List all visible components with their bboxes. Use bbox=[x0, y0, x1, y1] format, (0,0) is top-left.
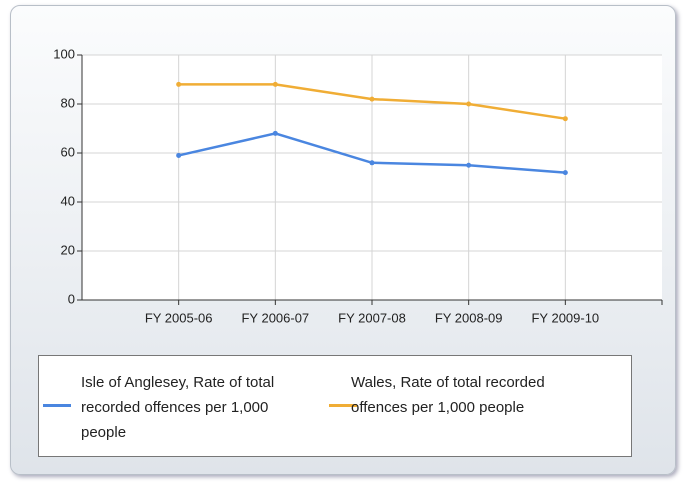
data-point bbox=[562, 170, 568, 176]
y-tick-label: 80 bbox=[61, 95, 75, 110]
x-tick-label: FY 2009-10 bbox=[531, 310, 599, 325]
data-point bbox=[369, 160, 375, 166]
x-tick-label: FY 2006-07 bbox=[241, 310, 309, 325]
legend-label: Isle of Anglesey, Rate of total recorded… bbox=[81, 374, 275, 441]
x-tick-label: FY 2007-08 bbox=[338, 310, 406, 325]
legend-label: Wales, Rate of total recorded offences p… bbox=[351, 374, 545, 416]
y-tick-label: 20 bbox=[61, 242, 75, 257]
data-point bbox=[562, 116, 568, 122]
y-tick-label: 40 bbox=[61, 193, 75, 208]
y-tick-label: 100 bbox=[53, 46, 75, 61]
data-point bbox=[466, 101, 472, 107]
data-point bbox=[272, 81, 278, 87]
data-point bbox=[176, 152, 182, 158]
legend-swatch bbox=[329, 404, 357, 407]
data-point bbox=[369, 96, 375, 102]
data-point bbox=[466, 162, 472, 168]
x-tick-label: FY 2005-06 bbox=[145, 310, 213, 325]
x-tick-label: FY 2008-09 bbox=[435, 310, 503, 325]
legend: Isle of Anglesey, Rate of total recorded… bbox=[38, 355, 632, 457]
legend-swatch bbox=[43, 404, 71, 407]
y-tick-label: 0 bbox=[68, 291, 75, 306]
data-point bbox=[272, 130, 278, 136]
y-tick-label: 60 bbox=[61, 144, 75, 159]
data-point bbox=[176, 81, 182, 87]
